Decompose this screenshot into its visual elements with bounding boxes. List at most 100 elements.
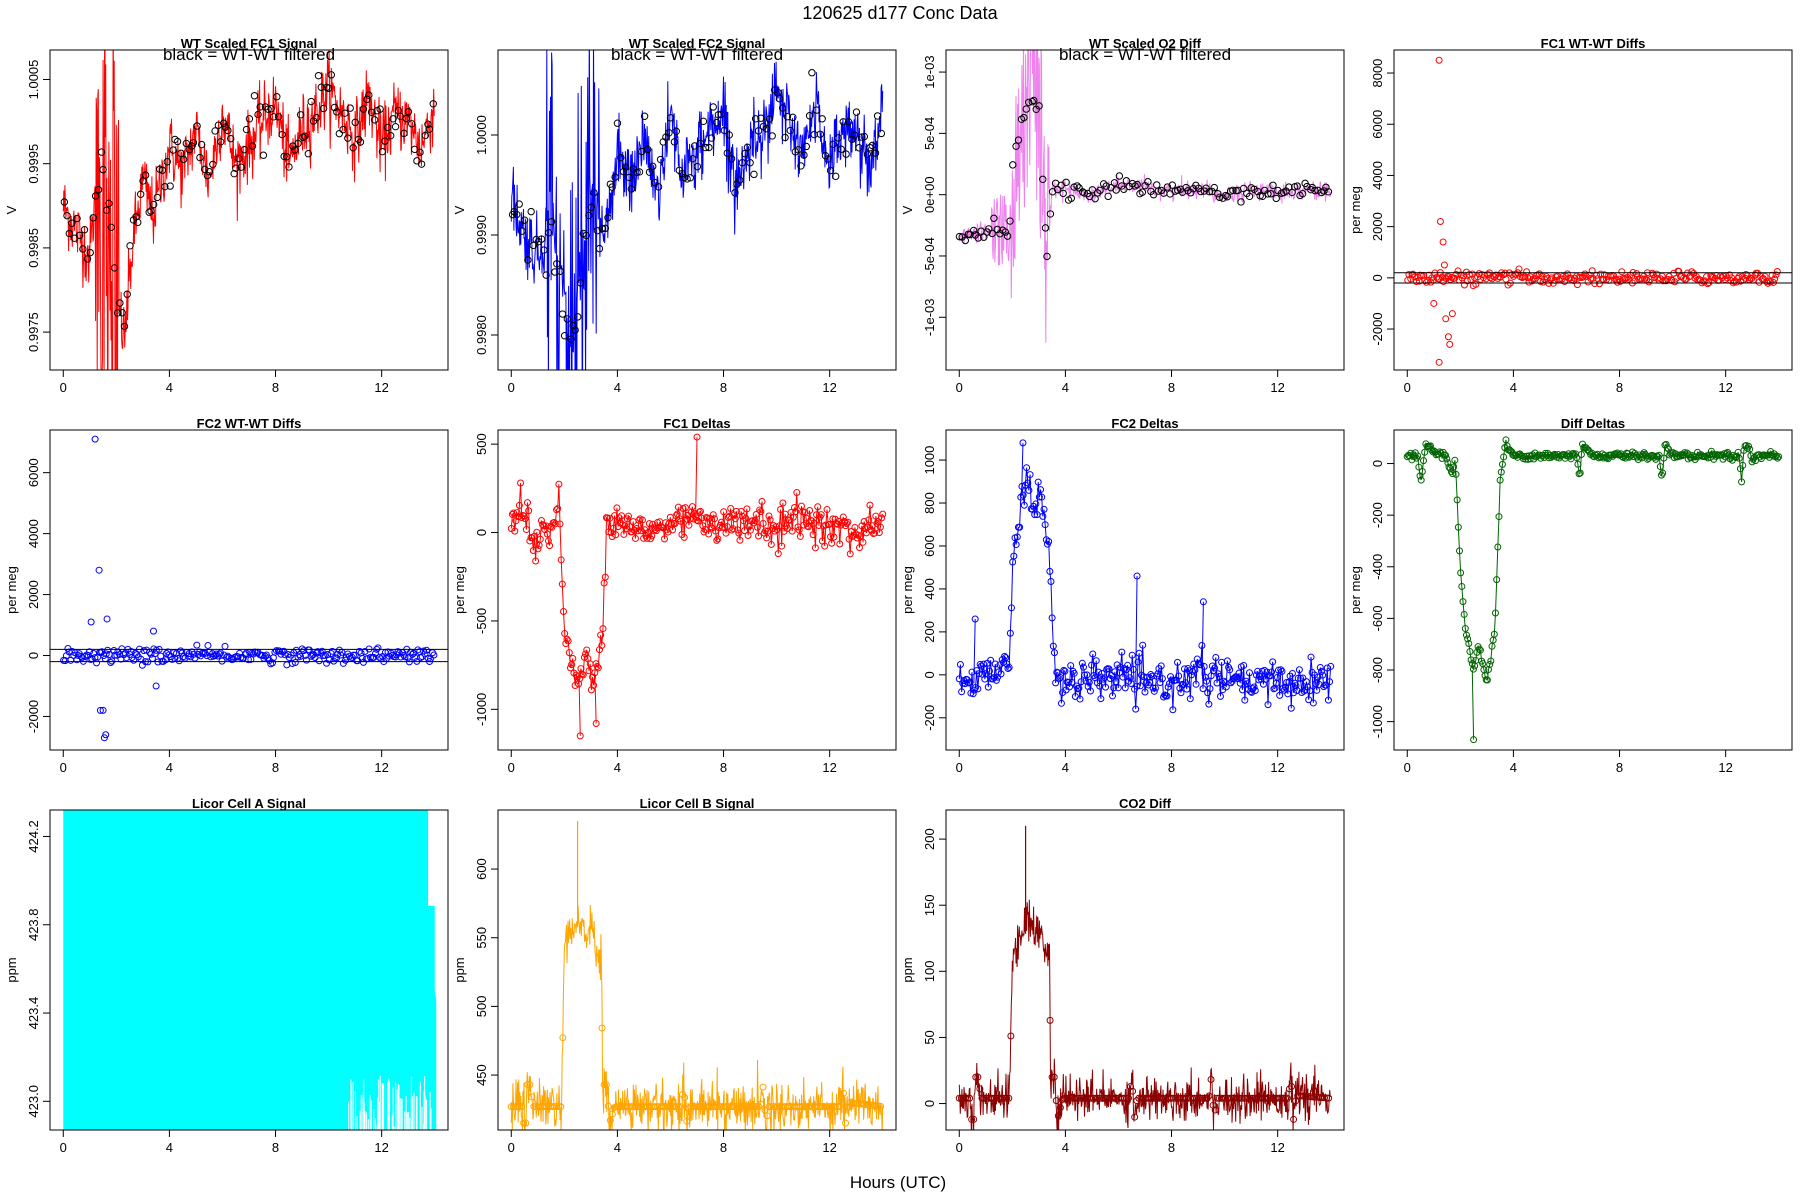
p5-point bbox=[315, 657, 323, 665]
p7-point bbox=[1035, 493, 1043, 501]
p5-point bbox=[296, 652, 304, 660]
p5-point bbox=[211, 652, 219, 660]
p7-point bbox=[1056, 674, 1064, 682]
p8-point bbox=[1462, 631, 1470, 639]
p9-ytick-label-2: 423.8 bbox=[26, 908, 41, 941]
p4-ytick-label-4: 6000 bbox=[1370, 110, 1385, 139]
p7-point bbox=[989, 675, 997, 683]
p6-point bbox=[758, 497, 766, 505]
p7-point bbox=[1117, 663, 1125, 671]
p7-point bbox=[1124, 661, 1132, 669]
p5-point bbox=[268, 659, 276, 667]
p3-filtered-point bbox=[1138, 188, 1147, 196]
p5-point bbox=[401, 653, 409, 661]
p6-point bbox=[601, 573, 609, 581]
p2-filtered-point bbox=[738, 159, 747, 167]
p8-point bbox=[1503, 442, 1511, 450]
p2-filtered-point bbox=[567, 335, 575, 343]
p3-filtered-point bbox=[1112, 186, 1120, 194]
p7-point bbox=[1212, 653, 1220, 661]
p10-point bbox=[751, 1103, 759, 1111]
p1-filtered-point bbox=[205, 168, 214, 176]
p6-point bbox=[530, 532, 538, 540]
p7-point bbox=[1025, 486, 1033, 494]
p7-point bbox=[1041, 521, 1049, 529]
p7-point bbox=[1032, 500, 1040, 508]
p6-point bbox=[836, 540, 844, 548]
p2-filtered-point bbox=[625, 173, 633, 182]
p7-point bbox=[976, 660, 984, 668]
p2-filtered-point bbox=[696, 139, 705, 148]
p3-filtered-point bbox=[1115, 172, 1124, 180]
p2-filtered-point bbox=[775, 94, 784, 103]
p6-point bbox=[739, 517, 747, 525]
p2-filtered-point bbox=[765, 115, 774, 123]
p3-filtered-point bbox=[988, 229, 996, 238]
p7-point bbox=[1307, 653, 1315, 661]
p6-point bbox=[775, 522, 783, 530]
p11-point bbox=[1283, 1094, 1291, 1102]
p10-point bbox=[516, 1103, 524, 1111]
p7-point bbox=[956, 660, 964, 668]
p6-point bbox=[743, 505, 751, 513]
p3-filtered-point bbox=[1080, 189, 1089, 197]
p6-point bbox=[766, 516, 774, 524]
p5-point bbox=[81, 653, 89, 661]
p7-point bbox=[1157, 662, 1165, 670]
p2-filtered-point bbox=[746, 159, 754, 167]
p2-filtered-point bbox=[712, 118, 721, 127]
p6-point bbox=[829, 515, 837, 523]
p7-point bbox=[1139, 641, 1147, 649]
p1-filtered-point bbox=[274, 113, 283, 121]
p2-filtered-point bbox=[643, 145, 652, 154]
p4-point bbox=[1422, 278, 1430, 286]
p7-point bbox=[1047, 578, 1055, 586]
p2-filtered-point bbox=[778, 104, 787, 112]
p11-point bbox=[1199, 1094, 1207, 1102]
p4-point bbox=[1573, 281, 1581, 289]
p8-point bbox=[1443, 455, 1451, 463]
p2-filtered-point bbox=[816, 130, 824, 138]
p1-filtered-point bbox=[339, 125, 347, 134]
p5-point bbox=[309, 651, 317, 659]
p8-point bbox=[1456, 547, 1464, 555]
p1-filtered-point bbox=[349, 144, 357, 152]
p6-point bbox=[727, 504, 735, 512]
p2-filtered-point bbox=[558, 310, 567, 318]
p7-point bbox=[1216, 692, 1224, 700]
p4-point bbox=[1649, 271, 1657, 279]
p8-point bbox=[1625, 453, 1633, 461]
p3-filtered-point bbox=[1149, 191, 1158, 199]
p2-filtered-point bbox=[727, 155, 736, 163]
p1-filtered-point bbox=[230, 169, 238, 178]
p1-filtered-point bbox=[319, 104, 328, 113]
p6-point bbox=[722, 529, 730, 537]
p7-point bbox=[1268, 668, 1276, 676]
p6-point bbox=[830, 533, 838, 541]
p6-point bbox=[742, 514, 750, 522]
p6-point bbox=[753, 523, 761, 531]
p7-point bbox=[1055, 675, 1063, 683]
p6-point bbox=[799, 508, 807, 516]
p6-point bbox=[806, 507, 814, 515]
p8-point bbox=[1631, 449, 1639, 457]
panel-p4: 0 4 8 12 -2000 0 2000 4000 6000 8000 FC1 WT-WT Dif… bbox=[1348, 36, 1793, 395]
p7-point bbox=[1223, 657, 1231, 665]
p11-point bbox=[1124, 1094, 1132, 1102]
p7-point bbox=[995, 668, 1003, 676]
p2-filtered-point bbox=[768, 132, 776, 140]
p2-filtered-point bbox=[670, 138, 679, 146]
p1-filtered-point bbox=[333, 108, 341, 116]
p3-filtered-point bbox=[1311, 186, 1319, 195]
p6-point bbox=[533, 528, 541, 536]
p4-point bbox=[1769, 278, 1777, 286]
p1-filtered-point bbox=[224, 126, 232, 135]
p2-filtered-point bbox=[797, 162, 805, 170]
p1-ylabel: V bbox=[4, 205, 19, 214]
p5-point bbox=[133, 651, 141, 659]
p7-ylabel: per meg bbox=[900, 566, 915, 614]
p3-filtered-point bbox=[1298, 190, 1307, 198]
p4-ytick-label-0: -2000 bbox=[1370, 312, 1385, 345]
p2-filtered-point bbox=[611, 173, 619, 181]
p10-point bbox=[602, 1081, 610, 1089]
